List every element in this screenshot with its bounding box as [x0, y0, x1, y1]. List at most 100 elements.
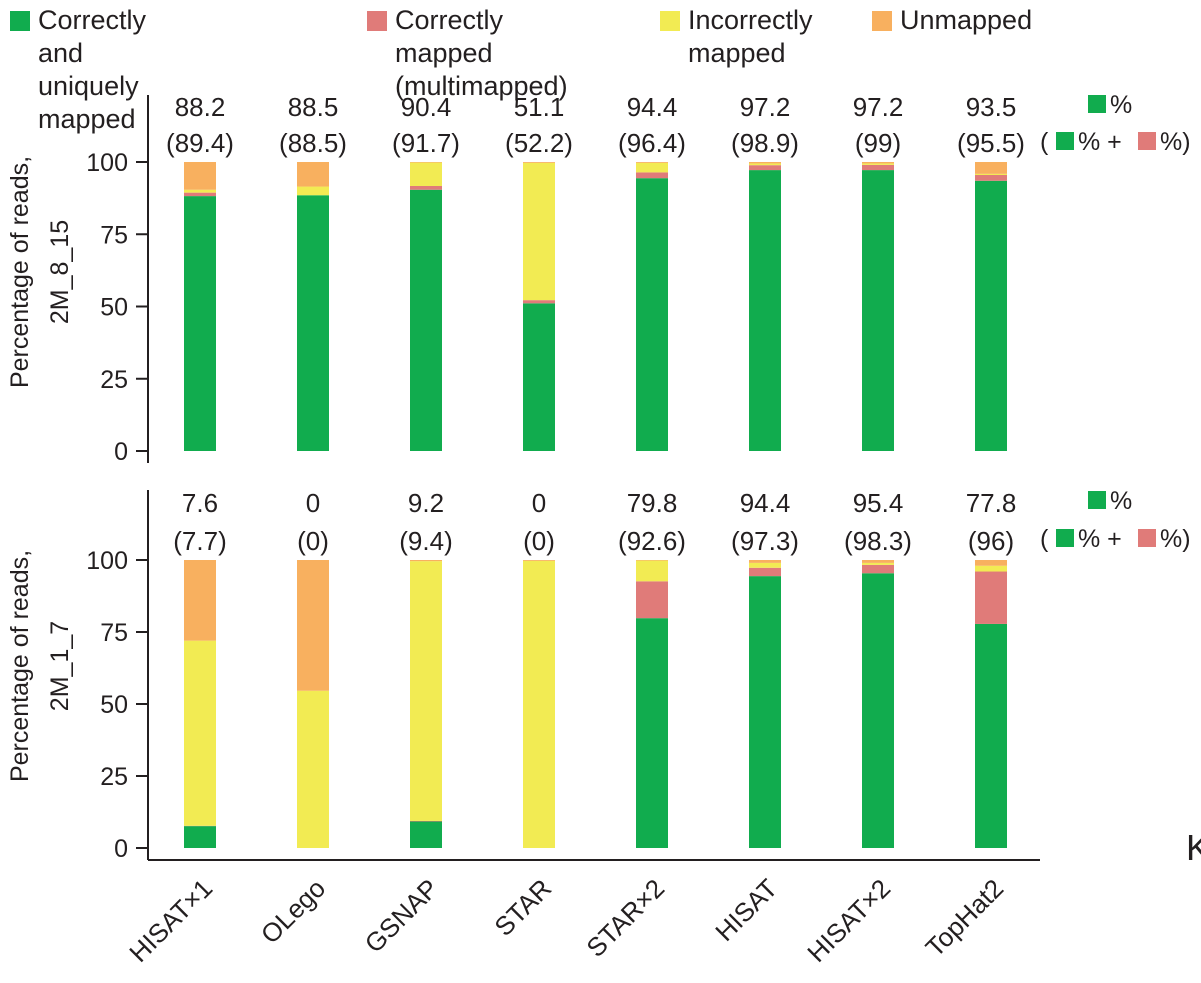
- legend-swatch-multimapped: [367, 11, 387, 31]
- key-open-paren: (: [1040, 128, 1049, 156]
- key-green-swatch-2: [1056, 132, 1074, 150]
- bar-correctly-and-uniquely-mapped-tophat2: [975, 623, 1007, 848]
- key-close-label: %): [1160, 128, 1191, 156]
- key-red-swatch: [1138, 529, 1156, 547]
- legend-label-incorrect: Incorrectly mapped: [688, 5, 813, 68]
- bar-correctly-and-uniquely-mapped-gsnap: [410, 189, 442, 451]
- bar-combined-label: (92.6): [618, 526, 686, 556]
- bar-combined-label: (9.4): [399, 526, 452, 556]
- bar-incorrectly-mapped-star: [523, 560, 555, 848]
- bar-unmapped-hisat: [749, 162, 781, 164]
- bar-combined-label: (98.3): [844, 526, 912, 556]
- legend-label-unmapped: Unmapped: [900, 5, 1033, 35]
- legend-label-multimapped: Correctly mapped (multimapped): [395, 5, 568, 101]
- bar-incorrectly-mapped-tophat2: [975, 565, 1007, 572]
- bar-combined-label: (89.4): [166, 128, 234, 158]
- bar-combined-label: (95.5): [957, 128, 1025, 158]
- bar-correctly-mapped-multimapped-hisat: [749, 165, 781, 171]
- bar-correctly-and-uniquely-mapped-hisat: [749, 170, 781, 452]
- bar-incorrectly-mapped-olego: [297, 186, 329, 196]
- bar-correctly-and-uniquely-mapped-tophat2: [975, 180, 1007, 451]
- bar-correctly-and-uniquely-mapped-hisat-1: [184, 826, 216, 848]
- bar-correctly-and-uniquely-mapped-star-2: [636, 618, 668, 848]
- bar-value-label: 79.8: [627, 488, 678, 518]
- bar-correctly-mapped-multimapped-star-2: [636, 172, 668, 179]
- key-open-paren: (: [1040, 525, 1049, 553]
- legend-swatch-incorrect: [660, 11, 680, 31]
- bar-unmapped-star-2: [636, 162, 668, 163]
- bar-correctly-mapped-multimapped-star: [523, 300, 555, 304]
- y-tick-label: 100: [86, 149, 128, 177]
- bar-unmapped-gsnap: [410, 162, 442, 163]
- bar-unmapped-hisat: [749, 560, 781, 563]
- bar-unmapped-olego: [297, 162, 329, 187]
- x-tick-label-tophat2: TopHat2: [920, 873, 1010, 963]
- chart-legend: Correctly and uniquely mapped Correctly …: [10, 4, 1032, 134]
- bar-value-label: 7.6: [182, 488, 218, 518]
- bar-correctly-and-uniquely-mapped-hisat: [749, 576, 781, 848]
- key-red-swatch: [1138, 132, 1156, 150]
- y-tick-label: 75: [100, 221, 128, 249]
- bar-unmapped-tophat2: [975, 162, 1007, 174]
- bar-correctly-mapped-multimapped-gsnap: [410, 820, 442, 822]
- legend-swatch-unique: [10, 11, 30, 31]
- y-tick-label: 50: [100, 294, 128, 322]
- bar-correctly-mapped-multimapped-star-2: [636, 581, 668, 619]
- x-tick-label-gsnap: GSNAP: [359, 873, 445, 959]
- x-tick-label-hisat: HISAT: [709, 873, 783, 947]
- stray-k-text: K: [1186, 827, 1201, 868]
- bar-correctly-mapped-multimapped-hisat: [749, 567, 781, 577]
- bar-correctly-and-uniquely-mapped-star-2: [636, 178, 668, 451]
- bar-combined-label: (98.9): [731, 128, 799, 158]
- bar-combined-label: (0): [523, 526, 555, 556]
- key-plus-label: % +: [1078, 128, 1122, 156]
- bar-value-label: 94.4: [740, 488, 791, 518]
- x-tick-label-olego: OLego: [255, 873, 331, 949]
- y-tick-label: 25: [100, 763, 128, 791]
- bar-incorrectly-mapped-olego: [297, 690, 329, 848]
- bar-value-label: 9.2: [408, 488, 444, 518]
- bar-unmapped-star: [523, 560, 555, 561]
- bar-correctly-mapped-multimapped-tophat2: [975, 571, 1007, 624]
- bar-correctly-mapped-multimapped-hisat-2: [862, 164, 894, 171]
- bar-value-label: 0: [532, 488, 546, 518]
- bar-incorrectly-mapped-gsnap: [410, 561, 442, 821]
- bar-correctly-and-uniquely-mapped-hisat-2: [862, 170, 894, 452]
- bar-value-label: 0: [306, 488, 320, 518]
- bar-value-label: 97.2: [740, 92, 791, 122]
- key-close-label: %): [1160, 525, 1191, 553]
- y-axis-title-line: Percentage of reads,: [6, 156, 34, 388]
- bar-value-label: 88.2: [175, 92, 226, 122]
- legend-label-unique: Correctly and uniquely mapped: [38, 5, 147, 134]
- bar-combined-label: (96): [968, 526, 1014, 556]
- x-tick-label-hisat-2: HISAT×2: [801, 873, 896, 968]
- bar-correctly-mapped-multimapped-hisat-1: [184, 192, 216, 197]
- x-tick-label-star: STAR: [488, 873, 557, 942]
- y-axis-title-line: 2M_1_7: [46, 621, 74, 711]
- bar-unmapped-star-2: [636, 560, 668, 561]
- bar-incorrectly-mapped-star-2: [636, 162, 668, 173]
- bar-combined-label: (52.2): [505, 128, 573, 158]
- bar-combined-label: (99): [855, 128, 901, 158]
- bar-correctly-and-uniquely-mapped-star: [523, 303, 555, 451]
- bar-value-label: 77.8: [966, 488, 1017, 518]
- bar-value-label: 88.5: [288, 92, 339, 122]
- key-percent-label: %: [1110, 487, 1132, 515]
- bar-incorrectly-mapped-hisat-2: [862, 562, 894, 565]
- bar-unmapped-olego: [297, 560, 329, 691]
- bar-combined-label: (91.7): [392, 128, 460, 158]
- bar-incorrectly-mapped-hisat-1: [184, 189, 216, 193]
- key-green-swatch: [1088, 95, 1106, 113]
- bar-correctly-and-uniquely-mapped-olego: [297, 195, 329, 451]
- key-percent-label: %: [1110, 91, 1132, 119]
- legend-swatch-unmapped: [872, 11, 892, 31]
- y-tick-label: 0: [114, 835, 128, 863]
- bar-unmapped-gsnap: [410, 560, 442, 562]
- bar-combined-label: (96.4): [618, 128, 686, 158]
- bar-value-label: 95.4: [853, 488, 904, 518]
- bar-incorrectly-mapped-hisat-1: [184, 640, 216, 826]
- bar-combined-label: (97.3): [731, 526, 799, 556]
- bar-incorrectly-mapped-hisat: [749, 562, 781, 568]
- y-tick-label: 75: [100, 619, 128, 647]
- bar-combined-label: (0): [297, 526, 329, 556]
